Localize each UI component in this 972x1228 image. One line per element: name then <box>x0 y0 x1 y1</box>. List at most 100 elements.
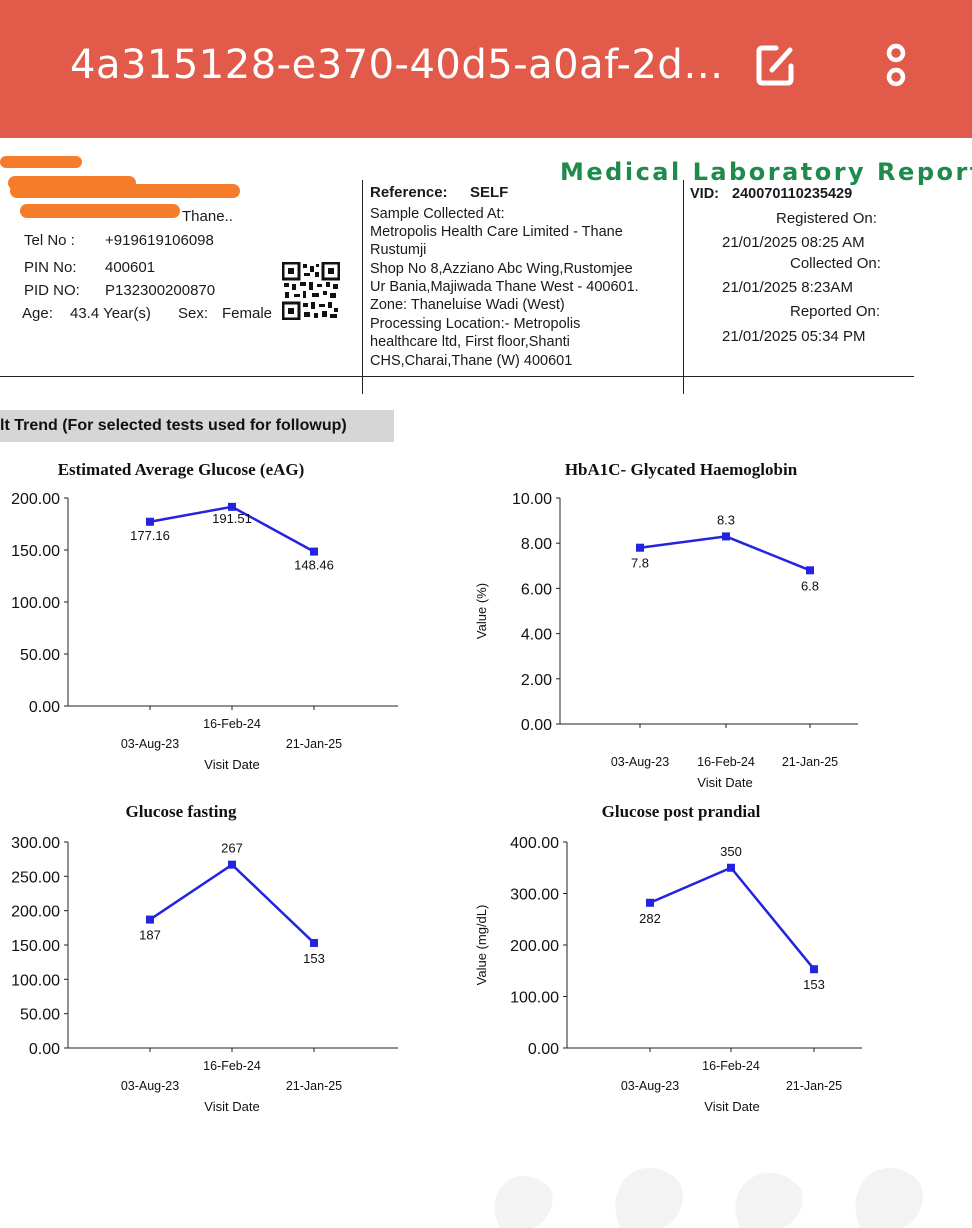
age-value: 43.4 Year(s) <box>70 305 151 322</box>
sample-collected-label: Sample Collected At: <box>370 206 505 222</box>
collected-value: 21/01/2025 8:23AM <box>722 279 853 296</box>
reference-line: CHS,Charai,Thane (W) 400601 <box>370 353 573 369</box>
hba1c-line-chart: 0.00 2.00 4.00 6.00 8.00 10.00 03-Aug-23 16-Feb… <box>474 491 858 790</box>
sex-label: Sex: <box>178 305 209 322</box>
data-point <box>146 517 154 526</box>
data-label: 267 <box>221 841 243 856</box>
collected-label: Collected On: <box>790 255 881 272</box>
x-tick-label: 03-Aug-23 <box>611 755 669 769</box>
x-tick-label: 16-Feb-24 <box>203 717 261 731</box>
x-tick-label: 03-Aug-23 <box>121 1079 179 1093</box>
x-tick-label: 03-Aug-23 <box>121 737 179 751</box>
y-tick-label: 8.00 <box>521 536 552 553</box>
report-heading: Medical Laboratory Report <box>560 158 972 186</box>
y-tick-label: 300.00 <box>11 835 60 852</box>
data-label: 153 <box>803 977 825 992</box>
qr-code <box>282 262 340 320</box>
y-tick-label: 150.00 <box>11 938 60 955</box>
data-label: 153 <box>303 951 325 966</box>
data-point <box>806 566 814 575</box>
x-tick-label: 16-Feb-24 <box>203 1059 261 1073</box>
series-line <box>639 535 811 572</box>
data-point <box>310 938 318 947</box>
registered-label: Registered On: <box>776 210 877 227</box>
reference-line: Zone: Thaneluise Wadi (West) <box>370 297 565 313</box>
address-fragment: Thane.. <box>182 208 233 225</box>
redaction-mark <box>10 184 240 198</box>
y-axis-label: Value (%) <box>474 583 489 639</box>
x-tick-label: 21-Jan-25 <box>786 1079 842 1093</box>
y-tick-label: 200.00 <box>11 904 60 921</box>
pid-label: PID NO: <box>24 282 80 299</box>
y-tick-label: 0.00 <box>528 1041 559 1058</box>
data-point <box>722 532 730 541</box>
data-label: 7.8 <box>631 556 649 571</box>
reference-line: Metropolis Health Care Limited - Thane <box>370 224 623 240</box>
x-axis-label: Visit Date <box>204 757 259 772</box>
x-tick-label: 21-Jan-25 <box>286 1079 342 1093</box>
reference-label: Reference: <box>370 184 448 201</box>
y-tick-label: 100.00 <box>510 990 559 1007</box>
reference-line: Processing Location:- Metropolis <box>370 316 581 332</box>
y-tick-label: 200.00 <box>510 938 559 955</box>
y-tick-label: 4.00 <box>521 627 552 644</box>
reported-label: Reported On: <box>790 303 881 320</box>
data-label: 177.16 <box>130 528 170 543</box>
edit-icon[interactable] <box>752 40 800 92</box>
y-tick-label: 0.00 <box>521 717 552 734</box>
x-tick-label: 21-Jan-25 <box>286 737 342 751</box>
chart-title: Glucose fasting <box>125 802 237 821</box>
x-tick-label: 16-Feb-24 <box>697 755 755 769</box>
y-axis-label: Value (mg/dL) <box>474 905 489 986</box>
chart-title: HbA1C- Glycated Haemoglobin <box>564 460 798 479</box>
y-tick-label: 0.00 <box>29 1041 60 1058</box>
data-label: 187 <box>139 928 161 943</box>
more-options-icon[interactable] <box>874 40 918 92</box>
data-point <box>727 863 735 872</box>
y-tick-label: 150.00 <box>11 543 60 560</box>
glucose-fasting-line-chart: 0.00 50.00 100.00 150.00 200.00 250.00 300.00 0… <box>11 835 398 1114</box>
y-tick-label: 300.00 <box>510 887 559 904</box>
data-point <box>228 502 236 511</box>
x-axis-label: Visit Date <box>204 1099 259 1114</box>
x-tick-label: 03-Aug-23 <box>621 1079 679 1093</box>
document-title: 4a315128-e370-40d5-a0af-2d… <box>70 42 724 88</box>
data-point <box>146 915 154 924</box>
vid-label: VID: <box>690 186 719 202</box>
y-tick-label: 10.00 <box>512 491 552 508</box>
tel-label: Tel No : <box>24 232 75 249</box>
y-tick-label: 400.00 <box>510 835 559 852</box>
trend-banner: lt Trend (For selected tests used for fo… <box>0 410 394 442</box>
series-line <box>649 866 815 970</box>
data-label: 350 <box>720 844 742 859</box>
x-tick-label: 16-Feb-24 <box>702 1059 760 1073</box>
pin-value: 400601 <box>105 259 156 276</box>
data-label: 191.51 <box>212 511 252 526</box>
data-point <box>636 543 644 552</box>
eag-line-chart: 0.00 50.00 100.00 150.00 200.00 03-Aug-23 16-F… <box>11 491 398 772</box>
reported-value: 21/01/2025 05:34 PM <box>722 328 866 345</box>
x-tick-label: 21-Jan-25 <box>782 755 838 769</box>
column-divider <box>362 180 363 394</box>
glucose-pp-line-chart: 0.00 100.00 200.00 300.00 400.00 03-Aug-23 16-… <box>474 835 862 1114</box>
sex-value: Female <box>222 305 273 322</box>
y-tick-label: 0.00 <box>29 699 60 716</box>
registered-value: 21/01/2025 08:25 AM <box>722 234 865 251</box>
data-point <box>228 860 236 869</box>
y-tick-label: 6.00 <box>521 581 552 598</box>
report-page: Thane.. Tel No : +919619106098 PIN No: 4… <box>0 138 972 1228</box>
data-label: 282 <box>639 911 661 926</box>
chart-title: Glucose post prandial <box>601 802 761 821</box>
y-tick-label: 2.00 <box>521 672 552 689</box>
data-label: 148.46 <box>294 558 334 573</box>
reference-line: Rustumji <box>370 242 427 258</box>
redaction-mark <box>0 156 82 168</box>
vid-value: 240070110235429 <box>732 186 853 202</box>
tel-value: +919619106098 <box>105 232 214 249</box>
y-tick-label: 100.00 <box>11 972 60 989</box>
x-axis-label: Visit Date <box>697 775 752 790</box>
watermark-pattern <box>494 1167 923 1228</box>
redaction-mark <box>20 204 180 218</box>
x-axis-label: Visit Date <box>704 1099 759 1114</box>
header-divider <box>0 376 914 377</box>
